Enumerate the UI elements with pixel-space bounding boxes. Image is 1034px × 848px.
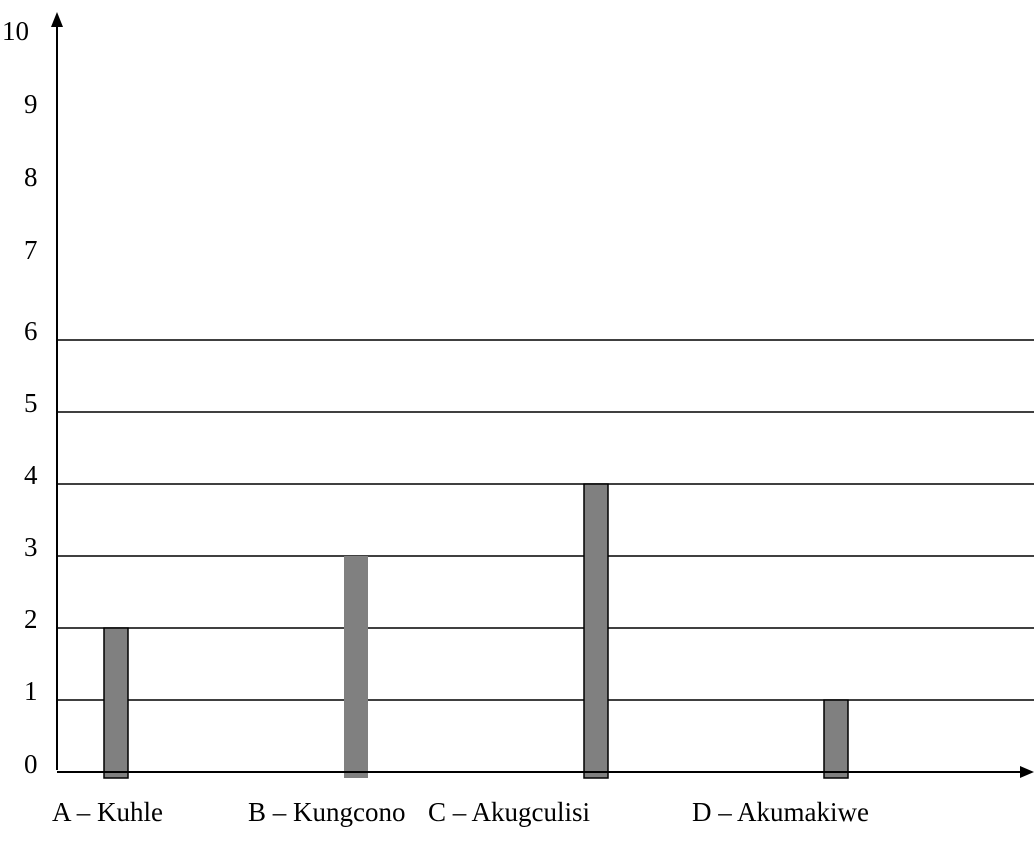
y-tick-label: 7 xyxy=(24,235,38,265)
axes xyxy=(51,12,1034,778)
category-label: C – Akugculisi xyxy=(428,797,590,827)
y-tick-label: 10 xyxy=(2,16,29,46)
y-tick-label: 1 xyxy=(24,676,38,706)
y-tick-label: 4 xyxy=(24,460,38,490)
y-tick-labels: 0 1 2 3 4 5 6 7 8 9 10 xyxy=(2,16,38,779)
y-tick-label: 6 xyxy=(24,316,38,346)
bars xyxy=(103,483,849,779)
y-tick-label: 9 xyxy=(24,89,38,119)
category-label: D – Akumakiwe xyxy=(692,797,869,827)
y-tick-label: 0 xyxy=(24,749,38,779)
y-tick-label: 8 xyxy=(24,162,38,192)
category-label: A – Kuhle xyxy=(52,797,163,827)
category-labels: A – Kuhle B – Kungcono C – Akugculisi D – A… xyxy=(52,797,869,827)
bar xyxy=(823,699,849,779)
x-axis-arrow-icon xyxy=(1020,766,1034,778)
y-tick-label: 2 xyxy=(24,604,38,634)
bar xyxy=(103,627,129,779)
bar xyxy=(583,483,609,779)
y-tick-label: 3 xyxy=(24,532,38,562)
y-tick-label: 5 xyxy=(24,388,38,418)
gridlines xyxy=(57,339,1034,701)
y-axis-arrow-icon xyxy=(51,12,63,27)
bar xyxy=(344,556,368,778)
category-label: B – Kungcono xyxy=(248,797,406,827)
